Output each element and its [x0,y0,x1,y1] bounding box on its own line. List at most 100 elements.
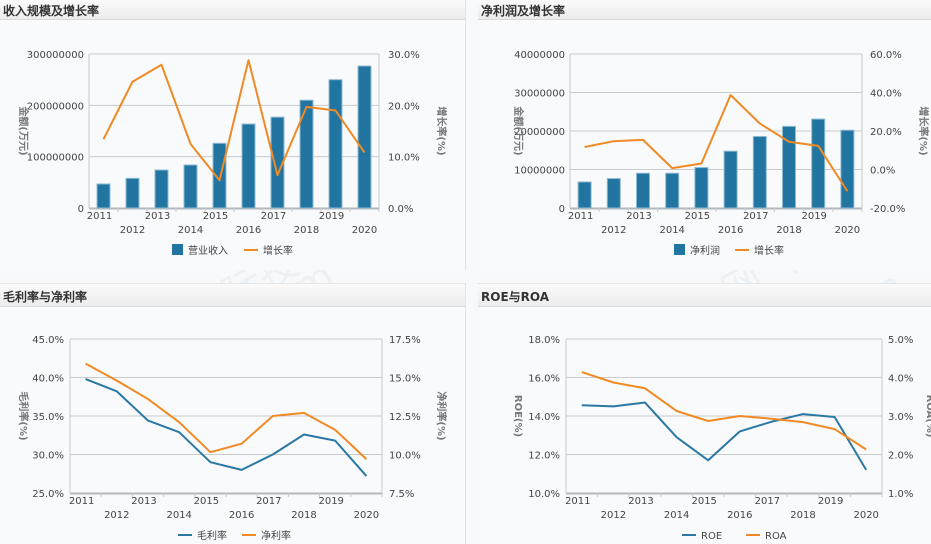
left-tick-label: 40.0% [32,374,64,385]
left-tick-label: 200000000 [27,101,84,112]
bar [270,116,285,209]
net-profit-chart: 0 10000000 20000000 30000000 40000000 -20.0% 0… [512,50,930,257]
right-tick-label: 15.0% [389,374,421,385]
left-tick-label: 0 [78,204,84,215]
bar [212,142,227,209]
right-tick-label: 10.0% [389,451,421,462]
x-tick-label: 2015 [194,496,219,507]
x-tick-label: 2020 [354,510,379,521]
left-tick-label: 18.0% [528,335,560,346]
bar [665,172,680,209]
right-tick-label: 20.0% [388,101,420,112]
x-tick-label: 2011 [87,211,112,222]
series-line-orange [581,371,867,451]
right-axis-title: 增长率(%) [917,106,930,155]
x-tick-label: 2017 [755,496,780,507]
panel-title: 毛利率与净利率 [3,290,88,304]
margins-chart: 25.0% 30.0% 35.0% 40.0% 45.0% 7.5% 10.0% 12.5% 1… [17,335,448,542]
legend-swatch-bar [172,244,183,255]
bar [154,169,169,209]
bar [636,172,650,209]
x-tick-label: 2019 [319,211,344,222]
x-tick-label: 2013 [131,496,156,507]
panel-title: 净利润及增长率 [481,4,566,18]
x-tick-label: 2020 [835,225,860,236]
left-tick-label: 16.0% [528,374,560,385]
right-tick-label: 5.0% [888,335,913,346]
x-tick-label: 2017 [743,211,768,222]
x-tick-label: 2016 [727,510,752,521]
left-tick-label: 35.0% [32,412,64,423]
legend-label: 毛利率 [197,529,227,542]
right-tick-label: 17.5% [389,335,421,346]
legend-swatch-bar [674,244,685,255]
series-line-blue [581,401,868,471]
right-tick-label: 12.5% [389,412,421,423]
x-tick-label: 2020 [853,510,878,521]
x-tick-label: 2014 [178,225,203,236]
left-tick-label: 0 [559,204,565,215]
left-axis-title: ROE(%) [512,395,523,437]
left-tick-label: 40000000 [514,50,565,61]
roe-roa-chart: 10.0% 12.0% 14.0% 16.0% 18.0% 1.0% 2.0% 3.0% 4.0… [512,335,931,542]
right-tick-label: 40.0% [870,89,902,100]
legend-label: 营业收入 [188,244,228,257]
legend-label: 增长率 [263,244,293,257]
x-tick-label: 2018 [294,225,319,236]
x-tick-label: 2013 [145,211,170,222]
bar [606,178,621,209]
left-tick-label: 10000000 [514,166,565,177]
panel-header: 净利润及增长率 [478,0,931,20]
bar [752,135,767,209]
series-line-orange [584,94,849,192]
bar [577,181,592,209]
x-tick-label: 2019 [818,496,843,507]
right-tick-label: 7.5% [389,489,414,500]
right-tick-label: 10.0% [388,153,420,164]
x-tick-label: 2018 [291,510,316,521]
x-tick-label: 2016 [229,510,254,521]
x-tick-label: 2014 [664,510,689,521]
bar [125,177,140,209]
panel-title: ROE与ROA [481,290,550,304]
x-tick-label: 2012 [601,510,626,521]
left-tick-label: 30000000 [514,89,565,100]
x-tick-label: 2012 [104,510,129,521]
x-tick-label: 2015 [685,211,710,222]
bar [299,99,314,209]
x-tick-label: 2015 [691,496,716,507]
series-line-orange [102,59,366,182]
x-tick-label: 2019 [801,211,826,222]
right-tick-label: 60.0% [870,50,902,61]
bar [241,123,256,209]
x-tick-label: 2018 [776,225,801,236]
x-tick-label: 2011 [565,496,590,507]
x-tick-label: 2014 [166,510,191,521]
right-tick-label: -20.0% [870,204,905,215]
x-tick-label: 2013 [628,496,653,507]
panel-header: 收入规模及增长率 [0,0,465,20]
panel-title: 收入规模及增长率 [3,4,100,18]
x-tick-label: 2012 [601,225,626,236]
bar [723,150,738,209]
roe-roa-panel: ROE与ROA 10.0% 12.0% 14.0% 16.0% 18.0% 1.0% 2.0… [478,283,931,544]
legend-label: ROE [701,531,722,542]
x-tick-label: 2015 [203,211,228,222]
right-tick-label: 4.0% [888,374,913,385]
x-tick-label: 2014 [659,225,684,236]
x-tick-label: 2020 [352,225,377,236]
right-tick-label: 1.0% [888,489,913,500]
left-tick-label: 30.0% [32,451,64,462]
legend-label: 增长率 [754,244,784,257]
bar [840,129,855,209]
left-tick-label: 45.0% [32,335,64,346]
left-tick-label: 10.0% [528,489,560,500]
bar [183,164,198,209]
right-axis-title: 净利率(%) [435,391,448,440]
left-tick-label: 12.0% [528,451,560,462]
left-tick-label: 14.0% [528,412,560,423]
revenue-chart: 0 100000000 200000000 300000000 0.0% 10.0% 20.… [17,50,448,257]
bar [782,125,796,209]
net-profit-panel: 净利润及增长率 0 10000000 20000000 30000000 4000000… [478,0,931,270]
panel-header: ROE与ROA [478,283,931,307]
